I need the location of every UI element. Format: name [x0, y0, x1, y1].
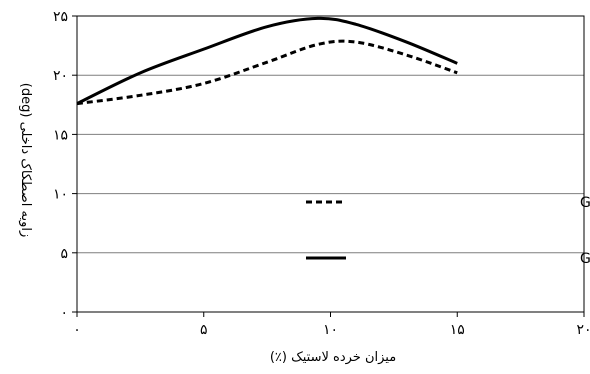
- y-axis-ticks: ۰ ۵ ۱۰ ۱۵ ۲۰ ۲۵: [53, 9, 77, 321]
- legend-label-g80: رس مسلح با خرده لاستیک G۸۰: [580, 251, 590, 267]
- y-tick-label: ۲۰: [53, 68, 68, 84]
- gridlines: [77, 74, 584, 254]
- x-tick-label: ۵: [200, 322, 208, 338]
- x-tick-label: ۱۰: [323, 322, 338, 338]
- series-line-g80: [76, 16, 458, 105]
- x-axis-ticks: ۰ ۵ ۱۰ ۱۵ ۲۰: [73, 312, 590, 338]
- y-tick-label: ۰: [60, 305, 68, 321]
- y-axis-title: زاویه اصطکاک داخلی (deg): [18, 83, 33, 237]
- legend: رس مسلح با خرده لاستیک G۳۰ رس مسلح با خر…: [306, 195, 590, 267]
- legend-label-g30: رس مسلح با خرده لاستیک G۳۰: [580, 195, 590, 211]
- y-tick-label: ۱۰: [53, 187, 68, 203]
- y-tick-label: ۲۵: [53, 9, 68, 25]
- series-line-g30: [76, 39, 458, 106]
- plot-area-frame: [76, 15, 585, 313]
- x-tick-label: ۲۰: [576, 322, 590, 338]
- y-tick-label: ۱۵: [53, 127, 68, 143]
- series-lines: [76, 16, 458, 106]
- x-tick-label: ۱۵: [450, 322, 465, 338]
- x-axis-title: میزان خرده لاستیک (٪): [270, 350, 396, 365]
- x-tick-label: ۰: [73, 322, 81, 338]
- y-tick-label: ۵: [60, 246, 68, 262]
